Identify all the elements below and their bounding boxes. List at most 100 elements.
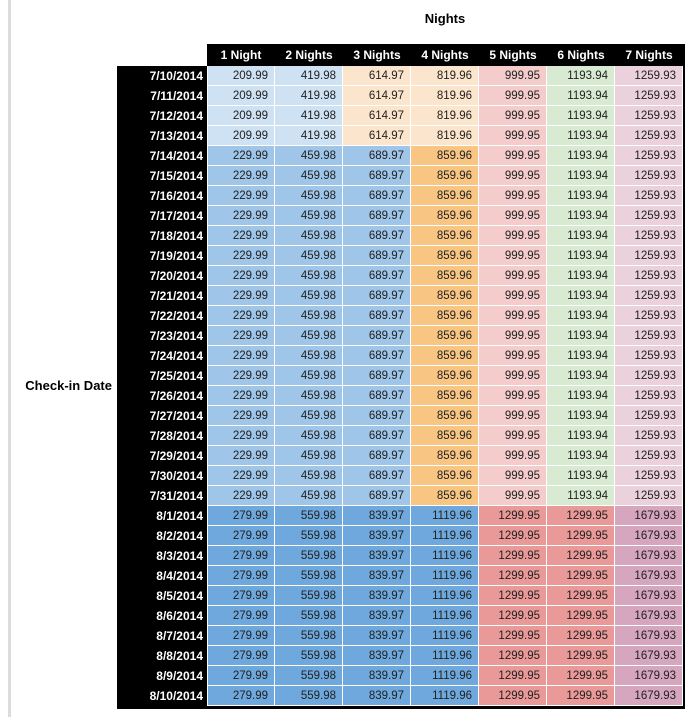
price-cell: 859.96: [411, 386, 479, 406]
price-cell: 689.97: [343, 206, 411, 226]
price-cell: 1193.94: [547, 226, 615, 246]
price-cell: 999.95: [479, 166, 547, 186]
row-header-date: 7/10/2014: [117, 66, 207, 86]
price-cell: 1259.93: [615, 286, 683, 306]
row-header-date: 7/23/2014: [117, 326, 207, 346]
price-cell: 1119.96: [411, 626, 479, 646]
price-cell: 999.95: [479, 206, 547, 226]
price-cell: 1193.94: [547, 306, 615, 326]
price-cell: 859.96: [411, 426, 479, 446]
row-header-date: 7/21/2014: [117, 286, 207, 306]
price-cell: 229.99: [207, 286, 275, 306]
price-cell: 859.96: [411, 186, 479, 206]
price-cell: 999.95: [479, 66, 547, 86]
price-cell: 209.99: [207, 106, 275, 126]
price-cell: 819.96: [411, 66, 479, 86]
price-cell: 999.95: [479, 266, 547, 286]
price-cell: 559.98: [275, 626, 343, 646]
price-cell: 819.96: [411, 106, 479, 126]
price-cell: 999.95: [479, 486, 547, 506]
price-cell: 1259.93: [615, 66, 683, 86]
price-cell: 1259.93: [615, 426, 683, 446]
price-cell: 839.97: [343, 666, 411, 686]
price-cell: 559.98: [275, 526, 343, 546]
price-cell: 1299.95: [547, 686, 615, 706]
price-cell: 999.95: [479, 346, 547, 366]
price-cell: 459.98: [275, 306, 343, 326]
row-header-date: 8/3/2014: [117, 546, 207, 566]
row-header-date: 7/18/2014: [117, 226, 207, 246]
price-cell: 229.99: [207, 486, 275, 506]
price-cell: 999.95: [479, 466, 547, 486]
price-cell: 859.96: [411, 206, 479, 226]
price-cell: 1119.96: [411, 506, 479, 526]
row-header-date: 8/8/2014: [117, 646, 207, 666]
price-cell: 419.98: [275, 126, 343, 146]
price-cell: 559.98: [275, 646, 343, 666]
price-cell: 1259.93: [615, 166, 683, 186]
row-header-date: 7/27/2014: [117, 406, 207, 426]
price-cell: 689.97: [343, 466, 411, 486]
price-cell: 559.98: [275, 686, 343, 706]
price-cell: 999.95: [479, 386, 547, 406]
price-cell: 999.95: [479, 306, 547, 326]
price-cell: 229.99: [207, 346, 275, 366]
price-cell: 279.99: [207, 586, 275, 606]
price-cell: 1299.95: [479, 506, 547, 526]
price-cell: 1193.94: [547, 66, 615, 86]
price-cell: 229.99: [207, 426, 275, 446]
price-cell: 459.98: [275, 406, 343, 426]
price-cell: 1679.93: [615, 546, 683, 566]
row-header-date: 8/4/2014: [117, 566, 207, 586]
price-cell: 859.96: [411, 346, 479, 366]
row-header-date: 7/15/2014: [117, 166, 207, 186]
price-cell: 1259.93: [615, 186, 683, 206]
price-cell: 459.98: [275, 286, 343, 306]
price-cell: 1193.94: [547, 126, 615, 146]
price-cell: 839.97: [343, 646, 411, 666]
price-cell: 229.99: [207, 466, 275, 486]
price-cell: 1259.93: [615, 326, 683, 346]
price-cell: 1119.96: [411, 606, 479, 626]
price-cell: 459.98: [275, 246, 343, 266]
column-header: 7 Nights: [615, 44, 683, 66]
price-cell: 839.97: [343, 686, 411, 706]
price-cell: 459.98: [275, 386, 343, 406]
price-cell: 819.96: [411, 126, 479, 146]
price-cell: 229.99: [207, 226, 275, 246]
price-cell: 279.99: [207, 506, 275, 526]
column-header: 3 Nights: [343, 44, 411, 66]
price-cell: 859.96: [411, 286, 479, 306]
price-cell: 1299.95: [547, 566, 615, 586]
row-header-date: 7/24/2014: [117, 346, 207, 366]
price-cell: 1259.93: [615, 346, 683, 366]
price-cell: 614.97: [343, 106, 411, 126]
price-cell: 229.99: [207, 246, 275, 266]
price-cell: 459.98: [275, 266, 343, 286]
price-cell: 1679.93: [615, 566, 683, 586]
price-cell: 279.99: [207, 546, 275, 566]
price-cell: 819.96: [411, 86, 479, 106]
price-cell: 689.97: [343, 326, 411, 346]
price-cell: 559.98: [275, 506, 343, 526]
table-corner-spacer: [117, 44, 207, 66]
price-cell: 229.99: [207, 366, 275, 386]
price-cell: 1299.95: [547, 646, 615, 666]
price-cell: 689.97: [343, 386, 411, 406]
price-cell: 839.97: [343, 606, 411, 626]
price-cell: 279.99: [207, 626, 275, 646]
price-cell: 1679.93: [615, 646, 683, 666]
price-cell: 1119.96: [411, 666, 479, 686]
price-cell: 689.97: [343, 346, 411, 366]
price-cell: 1299.95: [547, 546, 615, 566]
price-cell: 1193.94: [547, 326, 615, 346]
price-cell: 839.97: [343, 546, 411, 566]
price-cell: 229.99: [207, 266, 275, 286]
price-cell: 689.97: [343, 166, 411, 186]
price-cell: 229.99: [207, 386, 275, 406]
price-cell: 689.97: [343, 486, 411, 506]
row-header-date: 8/10/2014: [117, 686, 207, 706]
price-cell: 1299.95: [479, 626, 547, 646]
price-cell: 859.96: [411, 146, 479, 166]
price-cell: 999.95: [479, 366, 547, 386]
